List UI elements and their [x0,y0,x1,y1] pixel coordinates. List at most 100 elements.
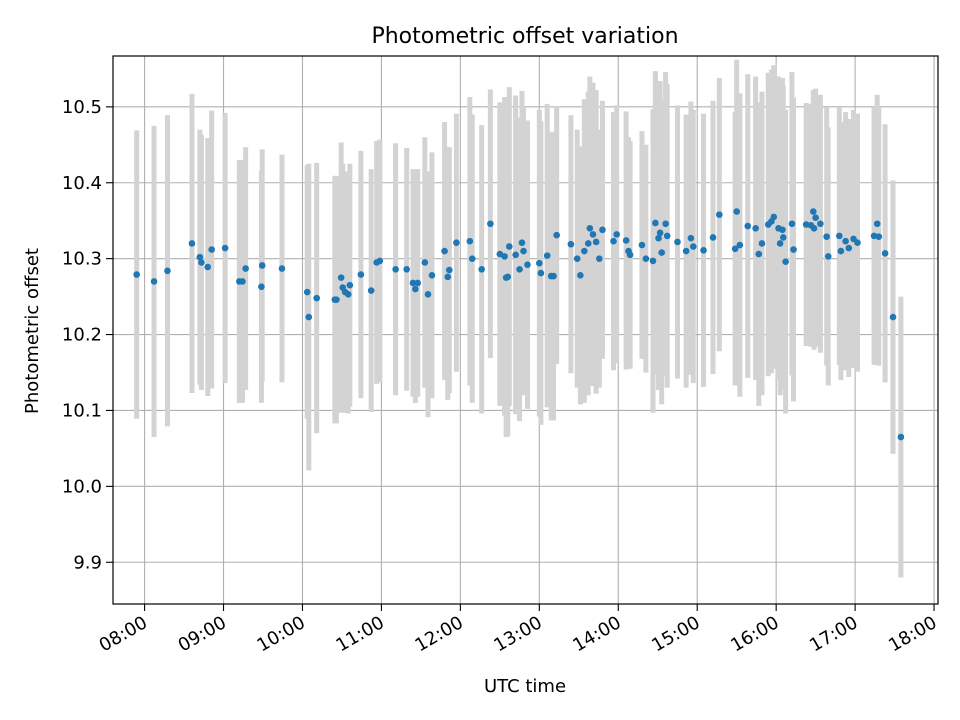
data-point [663,232,671,240]
data-point [150,278,158,285]
data-point [744,222,752,230]
data-point [709,234,717,241]
data-point [752,224,759,232]
data-point [736,241,744,249]
data-point [468,255,476,262]
data-point [837,247,845,255]
data-point [674,238,681,246]
data-point [428,272,436,279]
data-point [453,239,460,247]
data-point [842,237,849,245]
data-point [537,269,545,277]
data-point [649,257,657,265]
data-point [313,294,320,302]
data-point [346,281,354,289]
chart-title: Photometric offset variation [371,24,678,49]
data-point [809,208,817,215]
data-point [573,255,581,262]
y-tick-label: 10.2 [62,325,102,346]
data-point [584,240,592,247]
data-point [845,244,853,252]
data-point [577,272,584,279]
data-point [776,240,784,247]
data-point [586,224,594,232]
data-point [444,273,452,281]
data-point [303,288,311,296]
y-tick-label: 10.3 [62,249,102,270]
data-point [520,247,527,255]
data-point [626,251,634,259]
data-point [543,252,551,259]
data-point [682,247,690,255]
data-point [823,233,830,240]
data-point [779,234,787,241]
data-point [731,245,739,253]
data-point [824,253,832,260]
data-point [198,259,205,266]
data-point [755,250,763,258]
data-point [524,261,531,269]
data-point [836,232,843,240]
y-tick-label: 10.1 [62,400,102,421]
data-point [204,263,212,271]
y-axis-ticks: 9.9 10.0 10.1 10.2 10.3 10.4 10.5 [62,97,113,573]
data-point [638,241,646,249]
data-point [357,271,365,278]
data-point [208,246,215,253]
data-point [164,267,171,275]
data-points [133,208,905,441]
data-point [506,243,513,250]
data-point [782,258,789,265]
data-point [567,240,575,248]
data-point [550,272,557,280]
data-point [258,283,265,291]
data-point [478,265,485,273]
data-point [642,255,650,262]
data-point [518,239,526,247]
data-point [412,285,419,293]
data-point [581,247,588,255]
data-point [305,313,313,321]
data-point [367,287,375,294]
data-point [687,234,695,242]
data-point [599,226,606,234]
data-point [733,208,740,215]
data-point [812,214,819,221]
data-point [392,265,399,273]
data-point [333,296,340,303]
data-point [501,253,508,260]
y-tick-label: 10.5 [62,97,102,118]
data-point [596,255,603,262]
data-point [376,257,384,265]
data-point [196,253,204,261]
data-point [613,231,620,238]
data-point [662,220,669,228]
data-point [652,219,659,227]
data-point [716,211,723,218]
data-point [188,240,196,247]
data-point [403,265,410,273]
data-point [512,251,519,259]
y-tick-label: 9.9 [73,552,102,573]
data-point [817,220,824,228]
data-point [441,247,448,255]
data-point [409,279,417,287]
data-point [689,243,697,250]
data-point [658,249,665,256]
data-point [589,231,597,238]
data-point [810,224,818,232]
data-point [466,237,474,245]
data-point [487,220,494,228]
data-point [897,433,905,441]
data-point [516,265,523,273]
data-point [758,240,766,247]
y-tick-label: 10.4 [62,173,102,194]
data-point [592,238,600,246]
data-point [622,237,630,244]
data-point [873,220,881,228]
data-point [221,244,229,252]
data-point [655,234,662,242]
data-point [779,226,786,234]
data-point [344,291,352,298]
